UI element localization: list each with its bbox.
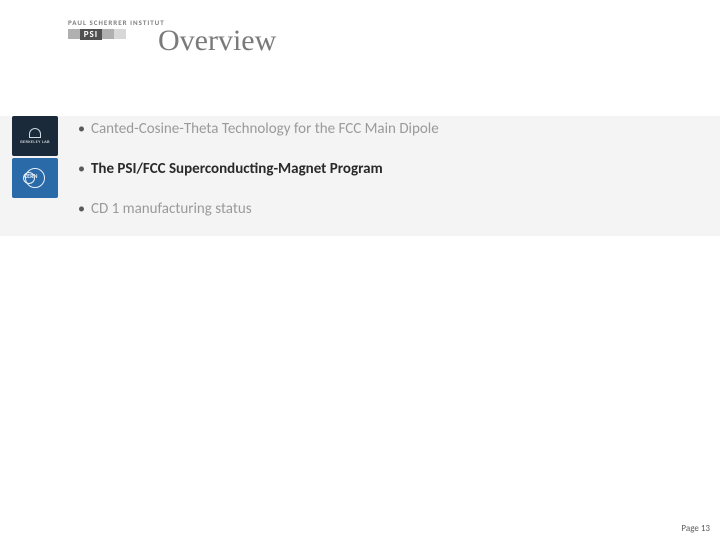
page-title: Overview	[158, 24, 276, 58]
berkeley-dome-icon	[29, 128, 41, 138]
psi-logo-tail	[114, 29, 126, 39]
bullet-dot-icon: •	[78, 122, 85, 136]
cern-logo: CERN	[12, 158, 58, 198]
bullet-list: • Canted-Cosine-Theta Technology for the…	[78, 120, 680, 240]
slide: PAUL SCHERRER INSTITUT PSI Overview BERK…	[0, 0, 720, 540]
cern-label: CERN	[24, 172, 37, 180]
partner-logo-stack: BERKELEY LAB CERN	[12, 116, 58, 198]
bullet-item: • The PSI/FCC Superconducting-Magnet Pro…	[78, 160, 680, 178]
bullet-item: • CD 1 manufacturing status	[78, 200, 680, 218]
berkeley-lab-label: BERKELEY LAB	[20, 140, 49, 145]
bullet-text: Canted-Cosine-Theta Technology for the F…	[91, 120, 439, 138]
psi-logo-text: PSI	[80, 29, 102, 40]
psi-mark: PSI	[68, 29, 126, 39]
bullet-dot-icon: •	[78, 202, 85, 216]
psi-logo: PAUL SCHERRER INSTITUT PSI	[68, 18, 165, 39]
bullet-text: CD 1 manufacturing status	[91, 200, 252, 218]
bullet-dot-icon: •	[78, 162, 85, 176]
berkeley-lab-logo: BERKELEY LAB	[12, 116, 58, 156]
bullet-item: • Canted-Cosine-Theta Technology for the…	[78, 120, 680, 138]
psi-logo-bar: PSI	[68, 29, 114, 39]
psi-institute-label: PAUL SCHERRER INSTITUT	[68, 18, 165, 27]
page-number: Page 13	[681, 523, 710, 534]
bullet-text: The PSI/FCC Superconducting-Magnet Progr…	[91, 160, 383, 178]
